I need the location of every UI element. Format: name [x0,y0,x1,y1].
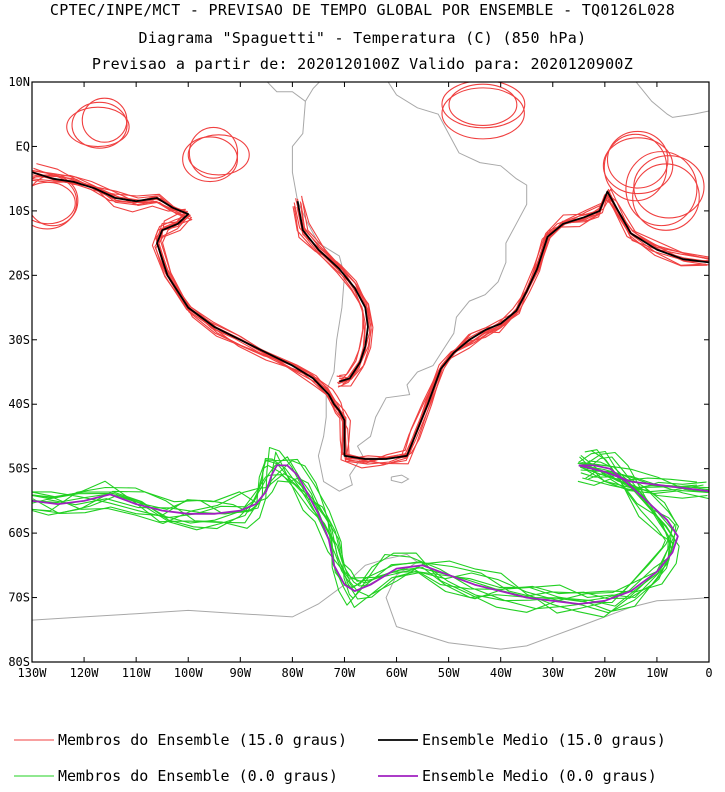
x-tick-label: 50W [438,666,460,680]
ensemble-member-line [580,463,709,499]
ensemble-member-blob [626,152,697,226]
x-tick-label: 100W [174,666,204,680]
ensemble-member-line [33,168,711,459]
legend-label: Membros do Ensemble (15.0 graus) [58,731,347,749]
x-tick-label: 60W [386,666,408,680]
ensemble-member-line [36,164,713,462]
y-tick-label: 10N [8,75,30,89]
y-tick-label: 50S [8,462,30,476]
ensemble-member-blob [442,88,524,139]
y-tick-label: 30S [8,333,30,347]
south-america-outline [292,69,526,491]
central-america-outline [162,18,305,102]
legend-label: Ensemble Medio (15.0 graus) [422,731,666,749]
legend-label: Membros do Ensemble (0.0 graus) [58,767,338,785]
africa-outline [619,0,709,117]
y-tick-label: 70S [8,591,30,605]
x-tick-label: 10W [646,666,668,680]
ensemble-member-blob [634,156,704,218]
y-tick-label: EQ [16,139,30,153]
ensemble-member-line [37,174,710,459]
x-tick-label: 0 [705,666,712,680]
x-tick-label: 90W [229,666,251,680]
x-tick-label: 40W [490,666,512,680]
ensemble-member-blob [82,98,127,142]
x-tick-label: 70W [334,666,356,680]
ensemble-member-blob [449,84,517,125]
ensemble-member-blob [188,135,249,175]
ensemble-member-blob [604,134,666,200]
ensemble-member-line [26,453,671,599]
y-tick-label: 40S [8,397,30,411]
y-tick-label: 60S [8,526,30,540]
x-tick-label: 120W [70,666,100,680]
ensemble-member-line [30,473,676,613]
x-tick-label: 80W [282,666,304,680]
x-tick-label: 110W [122,666,152,680]
x-tick-label: 20W [594,666,616,680]
y-tick-label: 80S [8,655,30,669]
legend: Membros do Ensemble (15.0 graus) Ensemble… [14,731,666,785]
y-tick-label: 20S [8,268,30,282]
ensemble-means [32,172,709,604]
y-tick-label: 10S [8,204,30,218]
x-tick-label: 30W [542,666,564,680]
ensemble-member-blob [183,137,238,182]
falkland-outline [391,475,408,483]
ensemble-member-blob [603,138,672,194]
spaghetti-chart: 130W 120W 110W 100W 90W 80W 70W 60W 50W 40W 30W 20W… [0,0,725,792]
legend-label: Ensemble Medio (0.0 graus) [422,767,657,785]
